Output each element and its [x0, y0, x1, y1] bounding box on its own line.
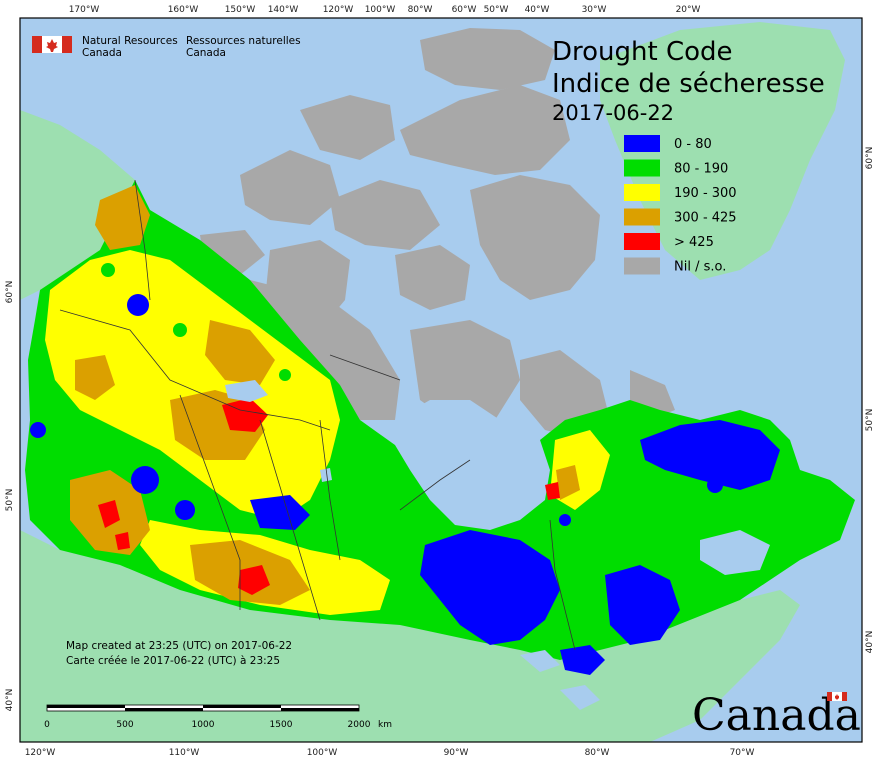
legend-swatch [624, 159, 660, 177]
title-line1: Drought Code [552, 37, 733, 67]
canada-wordmark: Canada [692, 690, 861, 741]
legend-label: 190 - 300 [674, 186, 737, 201]
top-tick-label: 40°W [525, 5, 550, 15]
agency-name-fr-line2: Canada [186, 47, 226, 59]
top-tick-label: 50°W [484, 5, 509, 15]
top-tick-label: 30°W [582, 5, 607, 15]
left-tick-label: 40°N [5, 689, 15, 712]
scale-label: 500 [116, 720, 133, 730]
bottom-tick-labels: 120°W 110°W 100°W 90°W 80°W 70°W [25, 748, 755, 758]
top-tick-label: 80°W [408, 5, 433, 15]
top-tick-label: 60°W [452, 5, 477, 15]
scale-label: 1000 [192, 720, 215, 730]
map-title: Drought Code Indice de sécheresse 2017-0… [552, 37, 825, 125]
top-tick-label: 100°W [365, 5, 396, 15]
legend-swatch [624, 135, 660, 152]
scale-label: 2000 [348, 720, 371, 730]
bottom-tick-label: 100°W [307, 748, 338, 758]
agency-name-en-line1: Natural Resources [82, 35, 178, 47]
canada-flag-icon [32, 36, 72, 53]
agency-name-fr-line1: Ressources naturelles [186, 35, 301, 47]
right-tick-label: 60°N [865, 147, 875, 170]
top-tick-label: 20°W [676, 5, 701, 15]
top-tick-labels: 170°W 160°W 150°W 140°W 120°W 100°W 80°W… [69, 5, 701, 15]
provincial-boundaries [59, 179, 576, 651]
right-tick-labels: 60°N 50°N 40°N [865, 147, 875, 654]
agency-name-en-line2: Canada [82, 47, 122, 59]
gulf-st-lawrence [700, 530, 770, 575]
scale-bar: 0 500 1000 1500 2000 km [44, 704, 392, 730]
bottom-tick-label: 120°W [25, 748, 56, 758]
legend-label: 300 - 425 [674, 211, 737, 226]
agency-header: Natural Resources Canada Ressources natu… [32, 35, 301, 59]
legend-swatch [624, 257, 660, 275]
right-tick-label: 50°N [865, 409, 875, 432]
top-tick-label: 160°W [168, 5, 199, 15]
created-fr: Carte créée le 2017-06-22 (UTC) à 23:25 [66, 655, 280, 667]
top-tick-label: 120°W [323, 5, 354, 15]
map-frame [19, 17, 863, 743]
usa-landmass [20, 530, 800, 742]
right-tick-label: 40°N [865, 631, 875, 654]
top-tick-label: 170°W [69, 5, 100, 15]
top-tick-label: 140°W [268, 5, 299, 15]
created-en: Map created at 23:25 (UTC) on 2017-06-22 [66, 640, 292, 652]
bottom-tick-label: 70°W [730, 748, 755, 758]
zone-gt-425 [98, 398, 560, 595]
legend-swatch [624, 184, 660, 201]
wordmark-flag-icon [827, 692, 847, 701]
legend: 0 - 80 80 - 190 190 - 300 300 - 425 > 425 Nil… [624, 135, 737, 275]
hudson-bay [395, 400, 550, 530]
title-date: 2017-06-22 [552, 101, 674, 125]
zone-300-425 [70, 185, 580, 605]
arctic-islands [200, 28, 675, 440]
legend-label: > 425 [674, 235, 714, 250]
left-tick-labels: 60°N 50°N 40°N [5, 281, 15, 712]
bottom-tick-label: 80°W [585, 748, 610, 758]
left-tick-label: 60°N [5, 281, 15, 304]
green-spots [101, 263, 291, 381]
zone-0-80 [30, 294, 780, 675]
legend-swatch [624, 208, 660, 226]
legend-label: Nil / s.o. [674, 260, 726, 275]
greenland-landmass [600, 22, 845, 280]
creation-note: Map created at 23:25 (UTC) on 2017-06-22… [66, 640, 292, 667]
lakes [225, 380, 600, 710]
alaska-landmass [20, 110, 135, 300]
bottom-tick-label: 110°W [169, 748, 200, 758]
legend-label: 80 - 190 [674, 162, 728, 177]
bottom-tick-label: 90°W [444, 748, 469, 758]
scale-label: 0 [44, 720, 50, 730]
legend-label: 0 - 80 [674, 137, 712, 152]
left-tick-label: 50°N [5, 489, 15, 512]
scale-unit: km [378, 720, 392, 730]
legend-swatch [624, 233, 660, 250]
top-tick-label: 150°W [225, 5, 256, 15]
title-line2: Indice de sécheresse [552, 69, 825, 99]
scale-label: 1500 [270, 720, 293, 730]
